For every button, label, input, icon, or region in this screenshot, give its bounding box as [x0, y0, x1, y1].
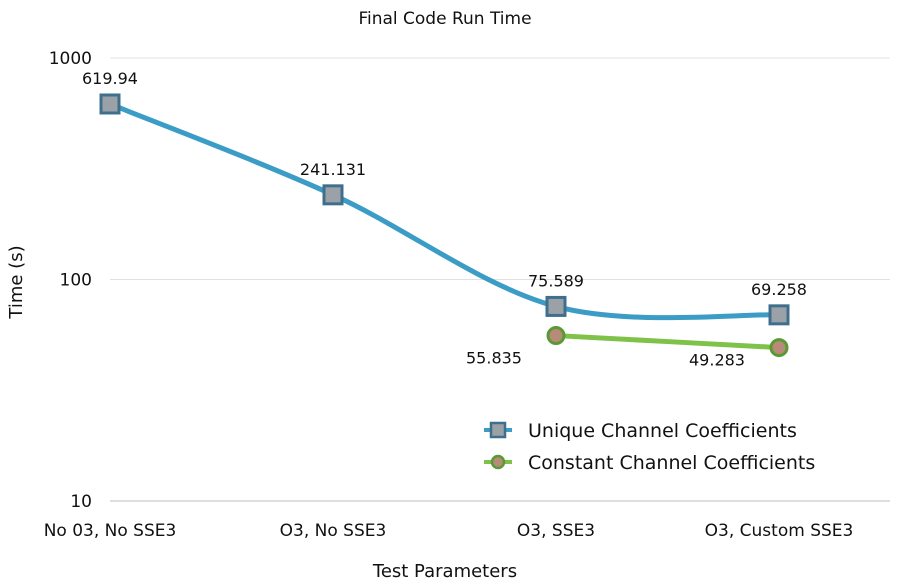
legend: Unique Channel Coefficients Constant Chan…: [484, 420, 815, 474]
series-line: [553, 333, 782, 351]
x-tick-label: O3, No SSE3: [280, 521, 387, 541]
data-point: [322, 184, 344, 206]
y-axis-label: Time (s): [6, 245, 27, 319]
data-labels: 619.94 241.131 75.589 69.258 55.835 49.283: [82, 69, 807, 370]
data-point: [546, 326, 566, 346]
series-line: [107, 101, 782, 321]
legend-swatch-marker: [489, 421, 507, 439]
y-tick-label: 1000: [49, 49, 92, 69]
data-label: 619.94: [82, 69, 138, 88]
data-point: [769, 338, 789, 358]
x-tick-label: No 03, No SSE3: [44, 521, 177, 541]
x-tick-label: O3, SSE3: [517, 521, 595, 541]
legend-label: Unique Channel Coefficients: [528, 420, 797, 442]
x-tick-labels: No 03, No SSE3 O3, No SSE3 O3, SSE3 O3, Cus…: [44, 521, 854, 541]
data-point: [99, 93, 121, 115]
legend-label: Constant Channel Coefficients: [528, 452, 815, 474]
data-point: [545, 295, 567, 317]
legend-swatch-marker: [490, 454, 506, 470]
data-point: [768, 304, 790, 326]
x-axis-label: Test Parameters: [372, 561, 517, 579]
data-markers: [99, 93, 790, 358]
gridlines: [110, 57, 890, 280]
data-label: 75.589: [528, 271, 584, 290]
y-tick-labels: 10 100 1000: [49, 49, 92, 512]
data-label: 241.131: [300, 160, 366, 179]
y-tick-label: 100: [60, 271, 92, 291]
data-label: 69.258: [751, 280, 807, 299]
chart-title: Final Code Run Time: [358, 9, 531, 29]
series-lines: [107, 101, 782, 351]
data-label: 49.283: [689, 351, 745, 370]
x-tick-label: O3, Custom SSE3: [705, 521, 854, 541]
data-label: 55.835: [466, 349, 522, 368]
y-tick-label: 10: [70, 492, 92, 512]
